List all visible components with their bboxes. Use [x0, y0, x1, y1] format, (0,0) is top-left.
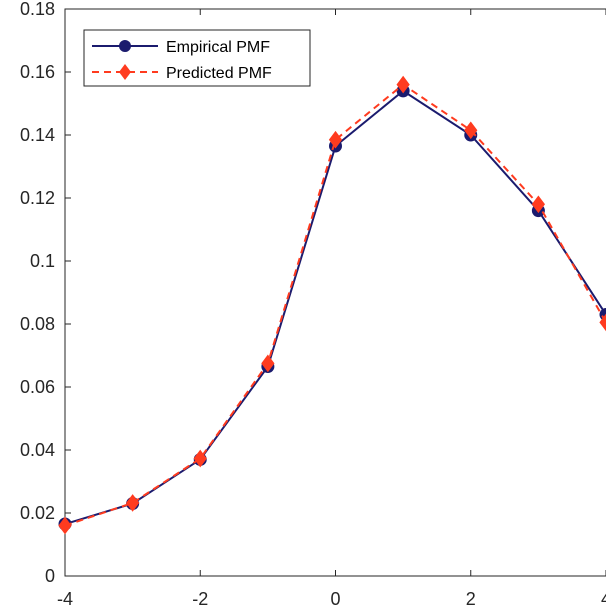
y-tick-label: 0.18: [20, 0, 55, 19]
predicted-point: [58, 516, 72, 535]
x-tick-label: 4: [601, 589, 606, 609]
y-tick-label: 0.04: [20, 440, 55, 460]
y-tick-label: 0.1: [30, 251, 55, 271]
y-tick-label: 0.16: [20, 62, 55, 82]
legend-label-1: Empirical PMF: [166, 39, 270, 56]
x-tick-label: 2: [466, 589, 476, 609]
series-group: [58, 75, 606, 535]
series-line-1: [64, 89, 606, 525]
predicted-point: [126, 494, 140, 512]
predicted-point: [599, 313, 606, 332]
plot-frame: [64, 8, 606, 577]
y-tick-label: 0.14: [20, 125, 55, 145]
legend: Empirical PMF Predicted PMF: [83, 29, 311, 87]
predicted-point: [328, 130, 343, 149]
x-tick-label: -2: [192, 589, 208, 609]
y-tick-label: 0.02: [20, 503, 55, 523]
y-tick-label: 0.08: [20, 314, 55, 334]
legend-box: [83, 29, 311, 87]
axes: -4 -2 0 2 4 0 0.02 0.04 0.06 0.08 0.1 0.12 0.14 0.16 0…: [20, 0, 606, 609]
series-line-2: [64, 83, 606, 527]
x-tick-label: 0: [330, 589, 340, 609]
x-tick-label: -4: [57, 589, 73, 609]
predicted-point: [531, 195, 545, 214]
legend-marker-2: [119, 64, 131, 80]
y-tick-label: 0: [45, 566, 55, 586]
legend-marker-1: [119, 40, 131, 52]
y-tick-label: 0.06: [20, 377, 55, 397]
predicted-point: [464, 121, 478, 140]
predicted-point: [193, 449, 207, 468]
predicted-point: [396, 75, 410, 94]
y-tick-label: 0.12: [20, 188, 55, 208]
predicted-point: [261, 354, 275, 373]
legend-label-2: Predicted PMF: [166, 65, 272, 82]
